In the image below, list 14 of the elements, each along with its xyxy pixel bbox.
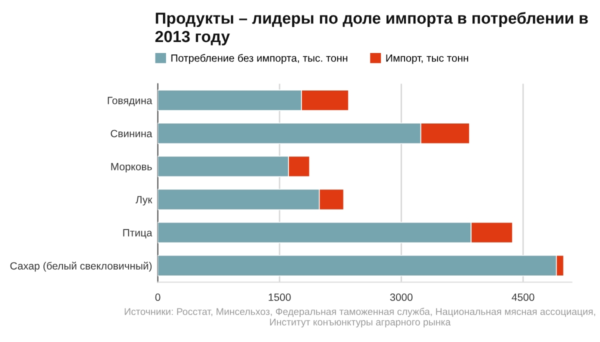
legend-label: Импорт, тыс тонн bbox=[386, 54, 468, 64]
y-tick-label: Морковь bbox=[111, 163, 152, 172]
x-tick-label: 3000 bbox=[390, 294, 413, 301]
text: Источники: Росстат, Минсельхоз, Федеральная таможенная служба, Национальная мясная ассоциация, Институт конъюнктуры аграрного рынка bbox=[124, 308, 596, 328]
y-tick-label: Сахар (белый свекловичный) bbox=[10, 262, 152, 272]
chart-title: Продукты – лидеры по доле импорта в потреблении в 2013 году bbox=[155, 12, 588, 46]
y-tick-label: Птица bbox=[123, 229, 152, 238]
y-tick-label: Говядина bbox=[108, 96, 152, 106]
y-tick-label: Свинина bbox=[110, 130, 152, 138]
legend-label: Потребление без импорта, тыс. тонн bbox=[171, 54, 348, 64]
x-tick-label: 1500 bbox=[268, 294, 291, 301]
y-tick-label: Лук bbox=[136, 196, 152, 206]
x-tick-label: 4500 bbox=[512, 294, 534, 301]
x-tick-label: 0 bbox=[155, 294, 160, 301]
